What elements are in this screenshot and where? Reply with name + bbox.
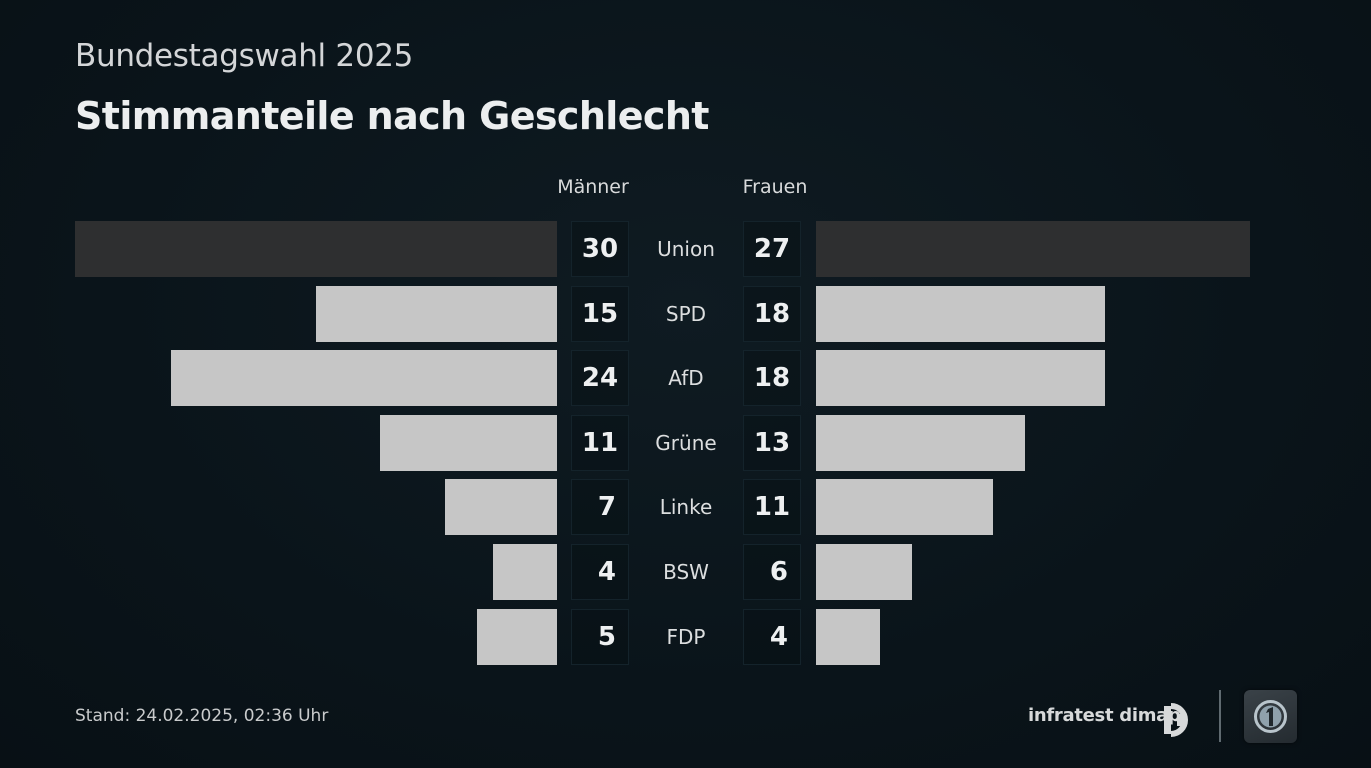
party-label-gr-ne: Grüne <box>655 431 717 455</box>
value-label-frauen-fdp: 4 <box>743 609 801 665</box>
party-label-fdp: FDP <box>666 625 706 649</box>
value-label-frauen-gr-ne: 13 <box>743 415 801 471</box>
party-label-spd: SPD <box>665 302 707 326</box>
chart-title: Stimmanteile nach Geschlecht <box>75 94 709 138</box>
value-label-frauen-linke: 11 <box>743 479 801 535</box>
bar-maenner-afd <box>171 350 557 406</box>
bar-maenner-bsw <box>492 544 557 600</box>
infratest-dimap-logo-icon <box>1164 703 1188 737</box>
value-label-maenner-bsw: 4 <box>571 544 629 600</box>
bar-maenner-spd <box>315 286 557 342</box>
value-label-frauen-spd: 18 <box>743 286 801 342</box>
value-label-maenner-union: 30 <box>571 221 629 277</box>
value-label-maenner-fdp: 5 <box>571 609 629 665</box>
bar-maenner-fdp <box>476 609 557 665</box>
bar-frauen-afd <box>816 350 1106 406</box>
value-label-frauen-bsw: 6 <box>743 544 801 600</box>
bar-maenner-union <box>74 221 557 277</box>
bar-maenner-gr-ne <box>380 415 557 471</box>
brand-name: infratest dimap <box>1028 705 1181 726</box>
bar-frauen-spd <box>816 286 1106 342</box>
bar-frauen-bsw <box>816 544 913 600</box>
column-header-frauen: Frauen <box>742 176 808 198</box>
footer-divider <box>1219 690 1221 742</box>
column-header-maenner: Männer <box>557 176 629 198</box>
value-label-maenner-afd: 24 <box>571 350 629 406</box>
party-label-linke: Linke <box>659 495 713 519</box>
value-label-frauen-union: 27 <box>743 221 801 277</box>
ard-logo-icon <box>1244 690 1297 743</box>
bar-frauen-gr-ne <box>816 415 1025 471</box>
chart-supertitle: Bundestagswahl 2025 <box>75 38 414 74</box>
bar-frauen-union <box>816 221 1250 277</box>
party-label-afd: AfD <box>668 366 704 390</box>
value-label-maenner-gr-ne: 11 <box>571 415 629 471</box>
bar-frauen-linke <box>816 479 993 535</box>
timestamp-footer: Stand: 24.02.2025, 02:36 Uhr <box>75 706 329 726</box>
value-label-maenner-spd: 15 <box>571 286 629 342</box>
bar-maenner-linke <box>444 479 557 535</box>
bar-frauen-fdp <box>816 609 881 665</box>
value-label-maenner-linke: 7 <box>571 479 629 535</box>
value-label-frauen-afd: 18 <box>743 350 801 406</box>
party-label-union: Union <box>657 237 715 261</box>
party-label-bsw: BSW <box>663 560 709 584</box>
